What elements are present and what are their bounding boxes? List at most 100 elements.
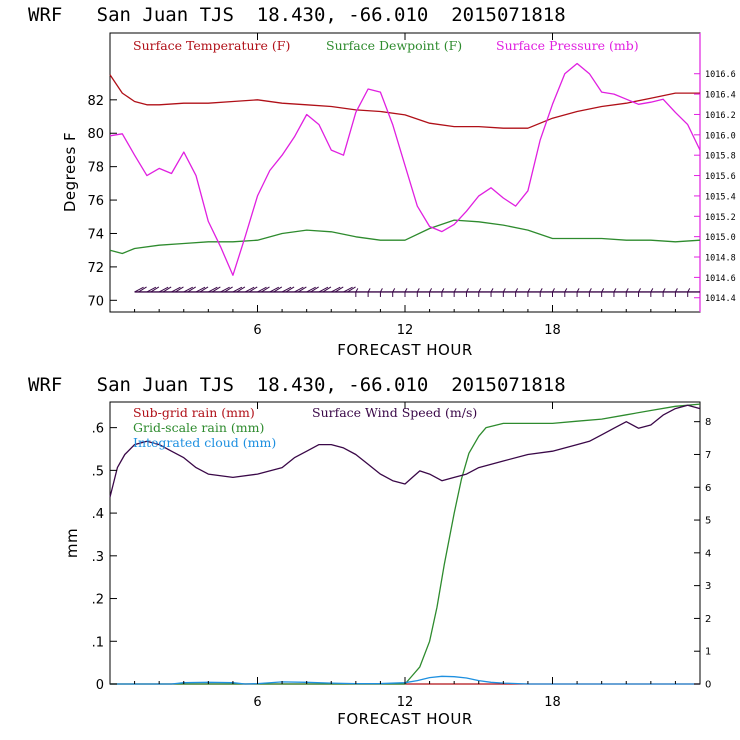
legend-integrated-cloud: Integrated cloud (mm) <box>133 435 276 450</box>
wind-barb <box>367 288 371 293</box>
wind-barb-flag <box>322 286 332 293</box>
y2-tick-label: 1015.8 <box>705 152 736 162</box>
panel-2-title: WRF San Juan TJS 18.430, -66.010 2015071… <box>28 374 566 396</box>
x-tick-label: 6 <box>253 323 261 338</box>
panel-1-legend: Surface Temperature (F) Surface Dewpoint … <box>133 38 639 53</box>
y2-tick-label: 8 <box>705 417 711 428</box>
y2-tick-label: 1 <box>705 647 711 658</box>
wind-barb <box>244 286 255 293</box>
x-tick-label: 18 <box>544 323 561 338</box>
wind-barb <box>687 288 691 293</box>
wind-barb <box>404 288 408 293</box>
series-line-surface-dewpoint <box>109 219 701 255</box>
wind-barb <box>294 286 304 293</box>
wind-barb <box>478 288 482 293</box>
wind-barb <box>613 288 617 293</box>
wind-barb-flag <box>298 286 307 293</box>
y-tick-label: 72 <box>87 261 104 276</box>
y-tick-label: .2 <box>92 593 104 608</box>
y2-tick-label: 1016.2 <box>705 111 736 121</box>
wind-barb <box>564 288 568 293</box>
y2-tick-label: 1014.4 <box>705 294 736 304</box>
y2-tick-label: 6 <box>705 483 711 494</box>
wind-barb <box>539 288 543 293</box>
wind-barb-flag <box>248 286 258 293</box>
x-tick-label: 6 <box>253 695 261 710</box>
wind-barb <box>502 288 506 293</box>
y-tick-label: 74 <box>87 227 104 242</box>
wind-barb <box>441 288 445 293</box>
wind-barb-flag <box>334 286 344 293</box>
wind-barb-flag <box>347 286 356 293</box>
wind-barb <box>588 288 592 293</box>
series-line-surface-pressure <box>109 62 701 276</box>
wind-barb-flag <box>175 286 184 293</box>
wind-barb <box>453 288 457 293</box>
panel-1-y-axis-label: Degrees F <box>61 132 79 212</box>
x-tick-label: 18 <box>544 695 561 710</box>
panel-2-x-axis-label: FORECAST HOUR <box>337 710 473 728</box>
wind-barb-flag <box>261 286 270 293</box>
wind-barb <box>490 288 494 293</box>
y2-tick-label: 1014.6 <box>705 274 736 284</box>
wind-barb <box>183 286 193 293</box>
panel-2-legend: Sub-grid rain (mm)Grid-scale rain (mm)In… <box>133 405 477 450</box>
wind-barb <box>318 286 329 293</box>
wind-barb-flag <box>236 286 246 293</box>
wind-barb-flag <box>285 286 295 293</box>
y2-tick-label: 1015.6 <box>705 172 736 182</box>
legend-surface-pressure: Surface Pressure (mb) <box>496 38 639 53</box>
y-tick-label: .1 <box>92 635 104 650</box>
y-tick-label: .5 <box>92 464 104 479</box>
wind-barb <box>576 288 580 293</box>
y-tick-label: 0 <box>96 678 104 693</box>
y2-tick-label: 2 <box>705 614 711 625</box>
y2-tick-label: 4 <box>705 548 711 559</box>
wind-barb <box>158 286 169 293</box>
wind-barb <box>379 288 383 293</box>
wind-barb <box>171 286 181 293</box>
wind-barb <box>269 286 280 293</box>
series-line-surface-temperature <box>109 74 700 129</box>
wind-barb <box>306 286 316 293</box>
panel-1-title: WRF San Juan TJS 18.430, -66.010 2015071… <box>28 4 566 26</box>
y2-tick-label: 1015.2 <box>705 213 736 223</box>
rain-wind-panel: WRF San Juan TJS 18.430, -66.010 2015071… <box>28 374 711 728</box>
wind-barb <box>220 286 230 293</box>
legend-grid-scale-rain: Grid-scale rain (mm) <box>133 420 264 435</box>
y-tick-label: 78 <box>87 161 104 176</box>
y2-tick-label: 0 <box>705 680 711 691</box>
wind-barb-flag <box>273 286 283 293</box>
wind-barb <box>146 286 157 293</box>
legend-surface-dewpoint: Surface Dewpoint (F) <box>326 38 462 53</box>
wind-barb-flag <box>138 286 147 293</box>
y-tick-label: 80 <box>87 127 104 142</box>
legend-sub-grid-rain: Sub-grid rain (mm) <box>133 405 255 420</box>
temperature-pressure-panel: WRF San Juan TJS 18.430, -66.010 2015071… <box>28 4 736 359</box>
y2-tick-label: 5 <box>705 516 711 527</box>
wind-barb <box>466 288 469 293</box>
legend-surface-temperature: Surface Temperature (F) <box>133 38 290 53</box>
y2-tick-label: 1014.8 <box>705 254 736 264</box>
y-tick-label: 82 <box>87 94 104 109</box>
wind-barb <box>343 286 353 293</box>
wind-barb <box>392 288 396 293</box>
x-tick-label: 12 <box>397 695 414 710</box>
wind-barb <box>552 288 555 293</box>
wind-barb <box>625 288 629 293</box>
x-tick-label: 12 <box>397 323 414 338</box>
y-tick-label: 70 <box>87 294 104 309</box>
wind-barbs <box>134 286 700 297</box>
legend-surface-wind-speed: Surface Wind Speed (m/s) <box>312 405 477 420</box>
y-tick-label: .4 <box>92 507 104 522</box>
y2-tick-label: 1015.0 <box>705 233 736 243</box>
panel-2-y-axis-label: mm <box>63 528 81 558</box>
wind-barb-flag <box>199 286 209 293</box>
panel-1-x-axis-label: FORECAST HOUR <box>337 341 473 359</box>
y2-tick-label: 1016.6 <box>705 70 736 80</box>
wind-barb-flag <box>310 286 319 293</box>
wind-barb <box>662 288 666 293</box>
wind-barb-flag <box>187 286 197 293</box>
y2-tick-label: 3 <box>705 581 711 592</box>
